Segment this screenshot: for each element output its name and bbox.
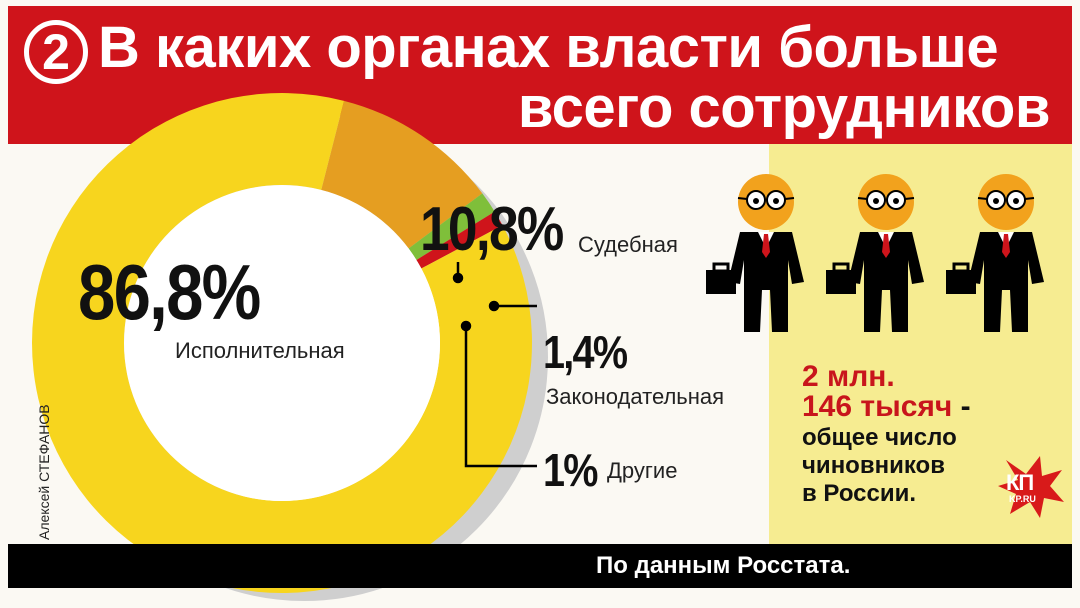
- officials-illustration: [704, 172, 1046, 334]
- official-icon: [944, 172, 1046, 334]
- slice-label-other: Другие: [607, 458, 678, 483]
- source-bar: [8, 544, 1072, 588]
- kp-logo-mark: КП: [1006, 470, 1034, 495]
- title-number-badge: 2: [24, 20, 88, 84]
- source-note: По данным Росстата.: [596, 552, 851, 579]
- official-icon: [704, 172, 806, 334]
- kp-logo-url: KP.RU: [1009, 494, 1036, 504]
- total-value-line-1: 2 млн.: [802, 360, 895, 393]
- title-line-2: всего сотрудников: [517, 75, 1051, 140]
- slice-label-judicial: Судебная: [578, 232, 678, 257]
- slice-executive: [31, 93, 532, 594]
- slice-value-other: 1%: [543, 444, 598, 496]
- slice-legislative: [408, 193, 495, 260]
- total-officials: 2 млн. 146 тысяч - общее число чиновнико…: [802, 362, 971, 508]
- slice-value-legislative: 1,4%: [543, 326, 628, 378]
- donut-hole: [124, 185, 440, 501]
- total-caption: общее число чиновников в России.: [802, 424, 957, 507]
- kp-logo: [998, 456, 1064, 518]
- title-line-1: В каких органах власти больше: [98, 15, 999, 80]
- slice-label-legislative: Законодательная: [546, 384, 725, 409]
- official-icon: [824, 172, 926, 334]
- slice-label-executive: Исполнительная: [175, 338, 345, 363]
- slice-value-executive: 86,8%: [78, 248, 261, 336]
- slice-value-judicial: 10,8%: [420, 195, 564, 264]
- author-credit: Алексей СТЕФАНОВ: [36, 404, 52, 540]
- leader-line-other: [464, 326, 537, 468]
- slice-judicial: [321, 100, 483, 249]
- total-value-line-2: 146 тысяч -: [802, 390, 971, 423]
- leader-dot-legislative: [488, 300, 500, 312]
- slice-other: [416, 211, 503, 269]
- leader-dot-other: [460, 320, 472, 332]
